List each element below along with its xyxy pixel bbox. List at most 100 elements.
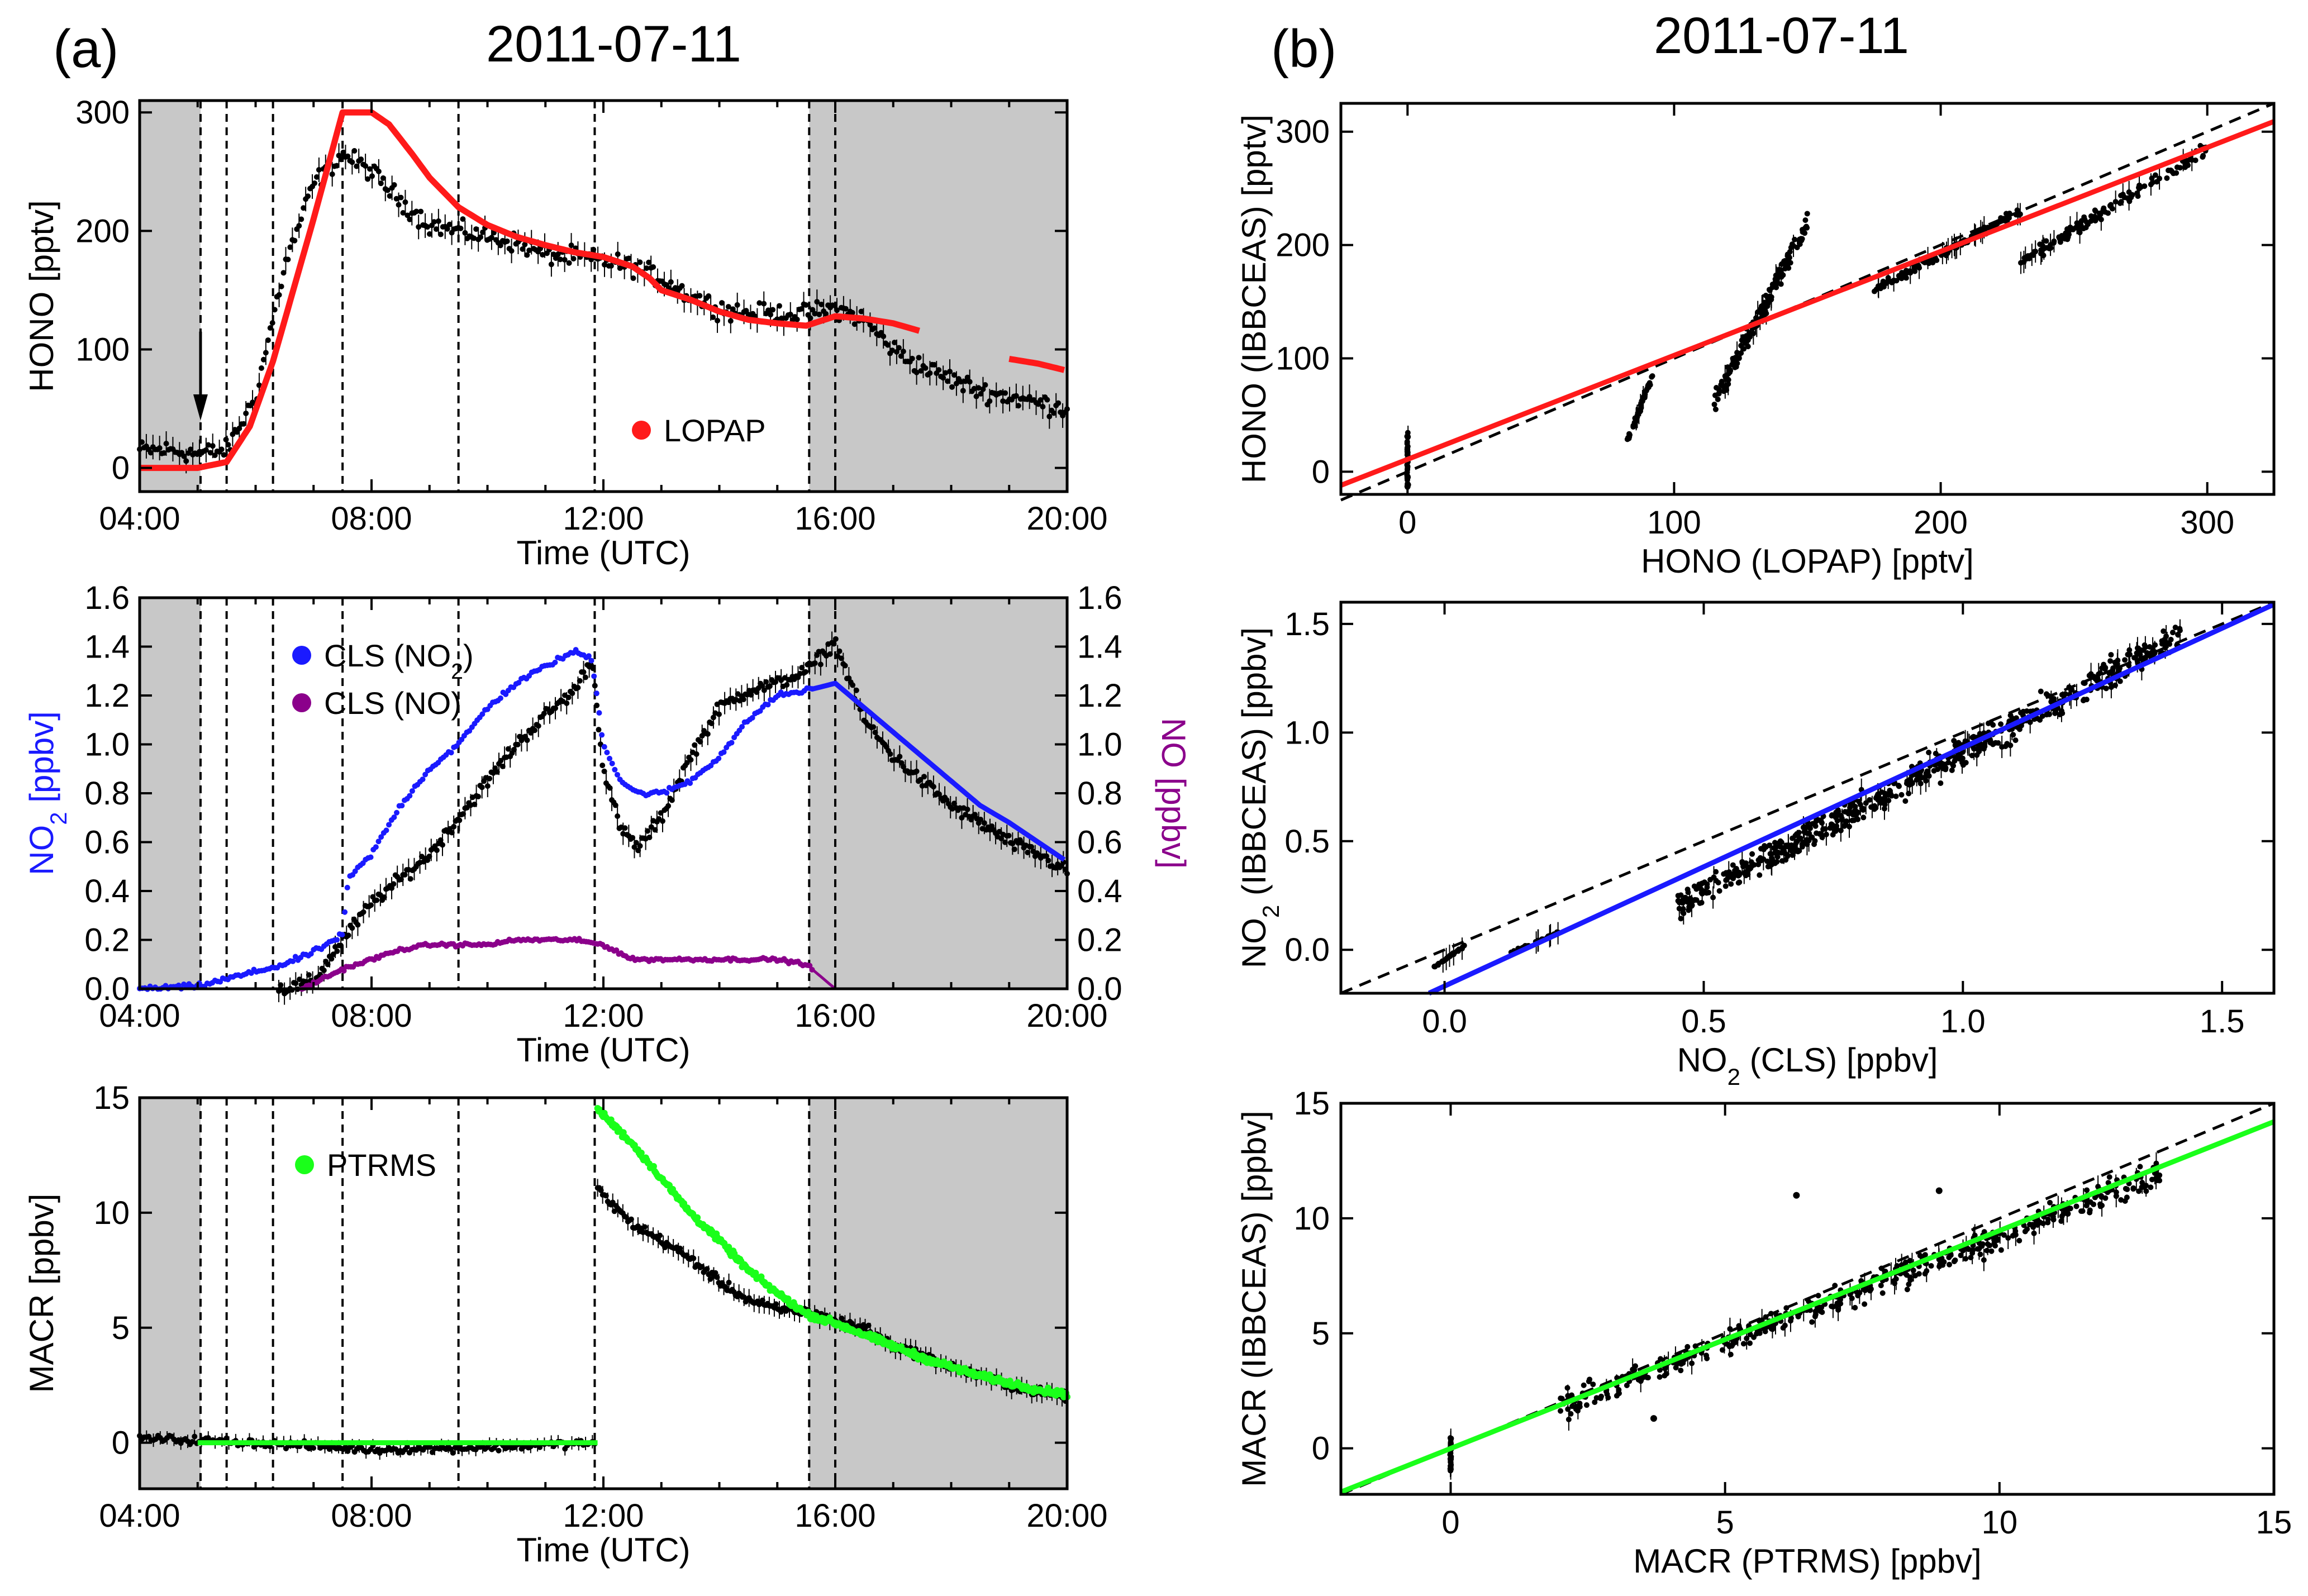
ibbceas-point [504, 238, 510, 244]
ibbceas-point [508, 248, 515, 254]
cls-no2-point [721, 749, 727, 755]
correlation-point [1838, 813, 1844, 819]
correlation-point [1863, 800, 1869, 806]
cls-no2-point [334, 937, 340, 943]
correlation-point [1565, 1416, 1572, 1422]
ibbceas-point [276, 292, 282, 298]
correlation-point [1558, 1408, 1564, 1414]
ibbceas-point [945, 378, 951, 384]
correlation-point [2168, 167, 2174, 173]
correlation-point [1738, 342, 1744, 349]
correlation-point [1911, 265, 1917, 271]
correlation-point [2123, 1185, 2129, 1192]
ibbceas-point [677, 1245, 683, 1251]
date-a: 2011-07-11 [486, 16, 741, 73]
regression-fit-line [1340, 1119, 2275, 1495]
y-tick-label: 0 [112, 1425, 130, 1461]
ibbceas-point [916, 355, 922, 361]
correlation-point [2041, 246, 2047, 252]
correlation-point [1769, 856, 1776, 862]
ibbceas-point [374, 897, 380, 903]
ptrms-point [650, 1163, 657, 1170]
y-tick-label: 100 [1276, 341, 1330, 377]
ibbceas-point [256, 382, 262, 388]
y-axis-label: HONO (IBBCEAS) [pptv] [1235, 115, 1273, 483]
correlation-point [1778, 839, 1784, 845]
ibbceas-point [867, 322, 873, 328]
y-tick-label: 10 [1293, 1200, 1330, 1237]
correlation-point [1586, 1378, 1592, 1384]
ibbceas-point [156, 445, 163, 451]
cls-no2-point [290, 958, 296, 964]
night-shade-1 [809, 101, 1067, 492]
correlation-point [1757, 872, 1763, 878]
correlation-point [1987, 740, 1993, 746]
ibbceas-point [803, 302, 809, 308]
ibbceas-point [697, 293, 703, 299]
ibbceas-point [345, 153, 351, 159]
correlation-point [1743, 333, 1749, 339]
ibbceas-point [278, 283, 284, 289]
ibbceas-point [582, 674, 588, 680]
ibbceas-point [365, 176, 371, 182]
ibbceas-point [922, 365, 929, 371]
correlation-point [1657, 1374, 1663, 1380]
ibbceas-point [405, 212, 411, 218]
correlation-point [1860, 807, 1866, 813]
correlation-point [1952, 1257, 1958, 1263]
correlation-point [1713, 869, 1719, 875]
ibbceas-point [637, 843, 643, 849]
correlation-point [1853, 812, 1859, 818]
correlation-point [2105, 1180, 2111, 1186]
ibbceas-point [396, 202, 402, 208]
correlation-point [1732, 355, 1738, 361]
ibbceas-point [975, 385, 982, 391]
correlation-point [2106, 1174, 2112, 1180]
correlation-point [1804, 211, 1810, 217]
x-tick-label: 08:00 [331, 501, 412, 537]
correlation-point [1733, 1338, 1739, 1344]
ibbceas-point [740, 697, 746, 703]
ibbceas-point [715, 317, 721, 323]
correlation-point [1834, 810, 1840, 816]
correlation-point [1641, 394, 1648, 401]
x-axis-label: NO2 (CLS) [ppbv] [1677, 1041, 1938, 1090]
ibbceas-point [594, 702, 600, 708]
y-tick-label: 15 [1293, 1085, 1330, 1122]
ibbceas-point [462, 230, 468, 236]
correlation-point [1938, 764, 1944, 770]
ibbceas-point [851, 321, 858, 327]
correlation-point [1939, 1255, 1945, 1261]
cls-no2-point [394, 809, 400, 816]
correlation-point [1727, 366, 1733, 373]
ibbceas-point [498, 757, 504, 764]
ibbceas-point [402, 199, 408, 205]
ibbceas-point [575, 685, 581, 691]
y-axis-label: MACR [ppbv] [23, 1194, 60, 1393]
correlation-point [1831, 823, 1838, 830]
correlation-point [1728, 1351, 1734, 1357]
cls-no2-point [342, 909, 348, 915]
ibbceas-point [964, 374, 970, 380]
ibbceas-point [913, 768, 920, 774]
ibbceas-point [541, 711, 547, 717]
correlation-point [1736, 355, 1742, 361]
cls-no2-point [607, 755, 613, 761]
ibbceas-point [839, 1315, 845, 1321]
correlation-point [2027, 719, 2033, 725]
ibbceas-point [823, 311, 829, 317]
y-tick-label: 1.5 [1284, 606, 1330, 642]
x-axis-label: Time (UTC) [516, 1031, 690, 1069]
correlation-point [1762, 299, 1768, 306]
correlation-point [1778, 267, 1784, 273]
correlation-point [2163, 633, 2169, 639]
plot-frame [1339, 102, 2276, 496]
y-axis-label: NO2 (IBBCEAS) [ppbv] [1235, 627, 1284, 968]
ibbceas-point [439, 842, 445, 848]
ibbceas-point [496, 1447, 502, 1454]
correlation-point [2091, 1201, 2097, 1207]
ibbceas-point [1029, 844, 1035, 850]
ibbceas-point [644, 265, 650, 271]
ibbceas-point [765, 307, 772, 313]
ibbceas-point [684, 760, 690, 766]
